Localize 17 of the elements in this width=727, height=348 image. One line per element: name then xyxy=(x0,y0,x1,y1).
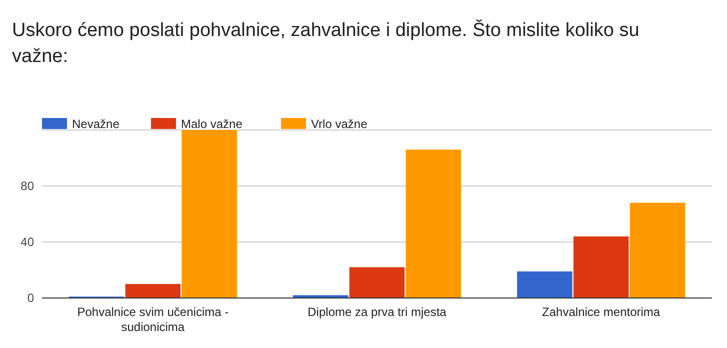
chart-title: Uskoro ćemo poslati pohvalnice, zahvalnice i diplome. Što mislite koliko su važne: xyxy=(12,19,640,67)
x-tick-label: Pohvalnice svim učenicima - sudionicima xyxy=(77,305,229,334)
y-tick-label: 80 xyxy=(20,179,34,193)
bar xyxy=(125,284,181,298)
y-tick-label: 40 xyxy=(20,235,34,249)
x-tick-label: Diplome za prva tri mjesta xyxy=(308,305,447,319)
bar xyxy=(349,267,405,298)
legend-label: Malo važne xyxy=(181,117,243,131)
x-tick-label: Zahvalnice mentorima xyxy=(542,305,660,319)
bar xyxy=(517,271,572,298)
legend-label: Vrlo važne xyxy=(311,117,368,131)
bar xyxy=(182,130,237,298)
bar xyxy=(573,236,629,298)
legend-label: Nevažne xyxy=(72,117,120,131)
bar xyxy=(406,150,462,298)
y-tick-label: 0 xyxy=(27,291,34,305)
bar xyxy=(630,202,686,298)
